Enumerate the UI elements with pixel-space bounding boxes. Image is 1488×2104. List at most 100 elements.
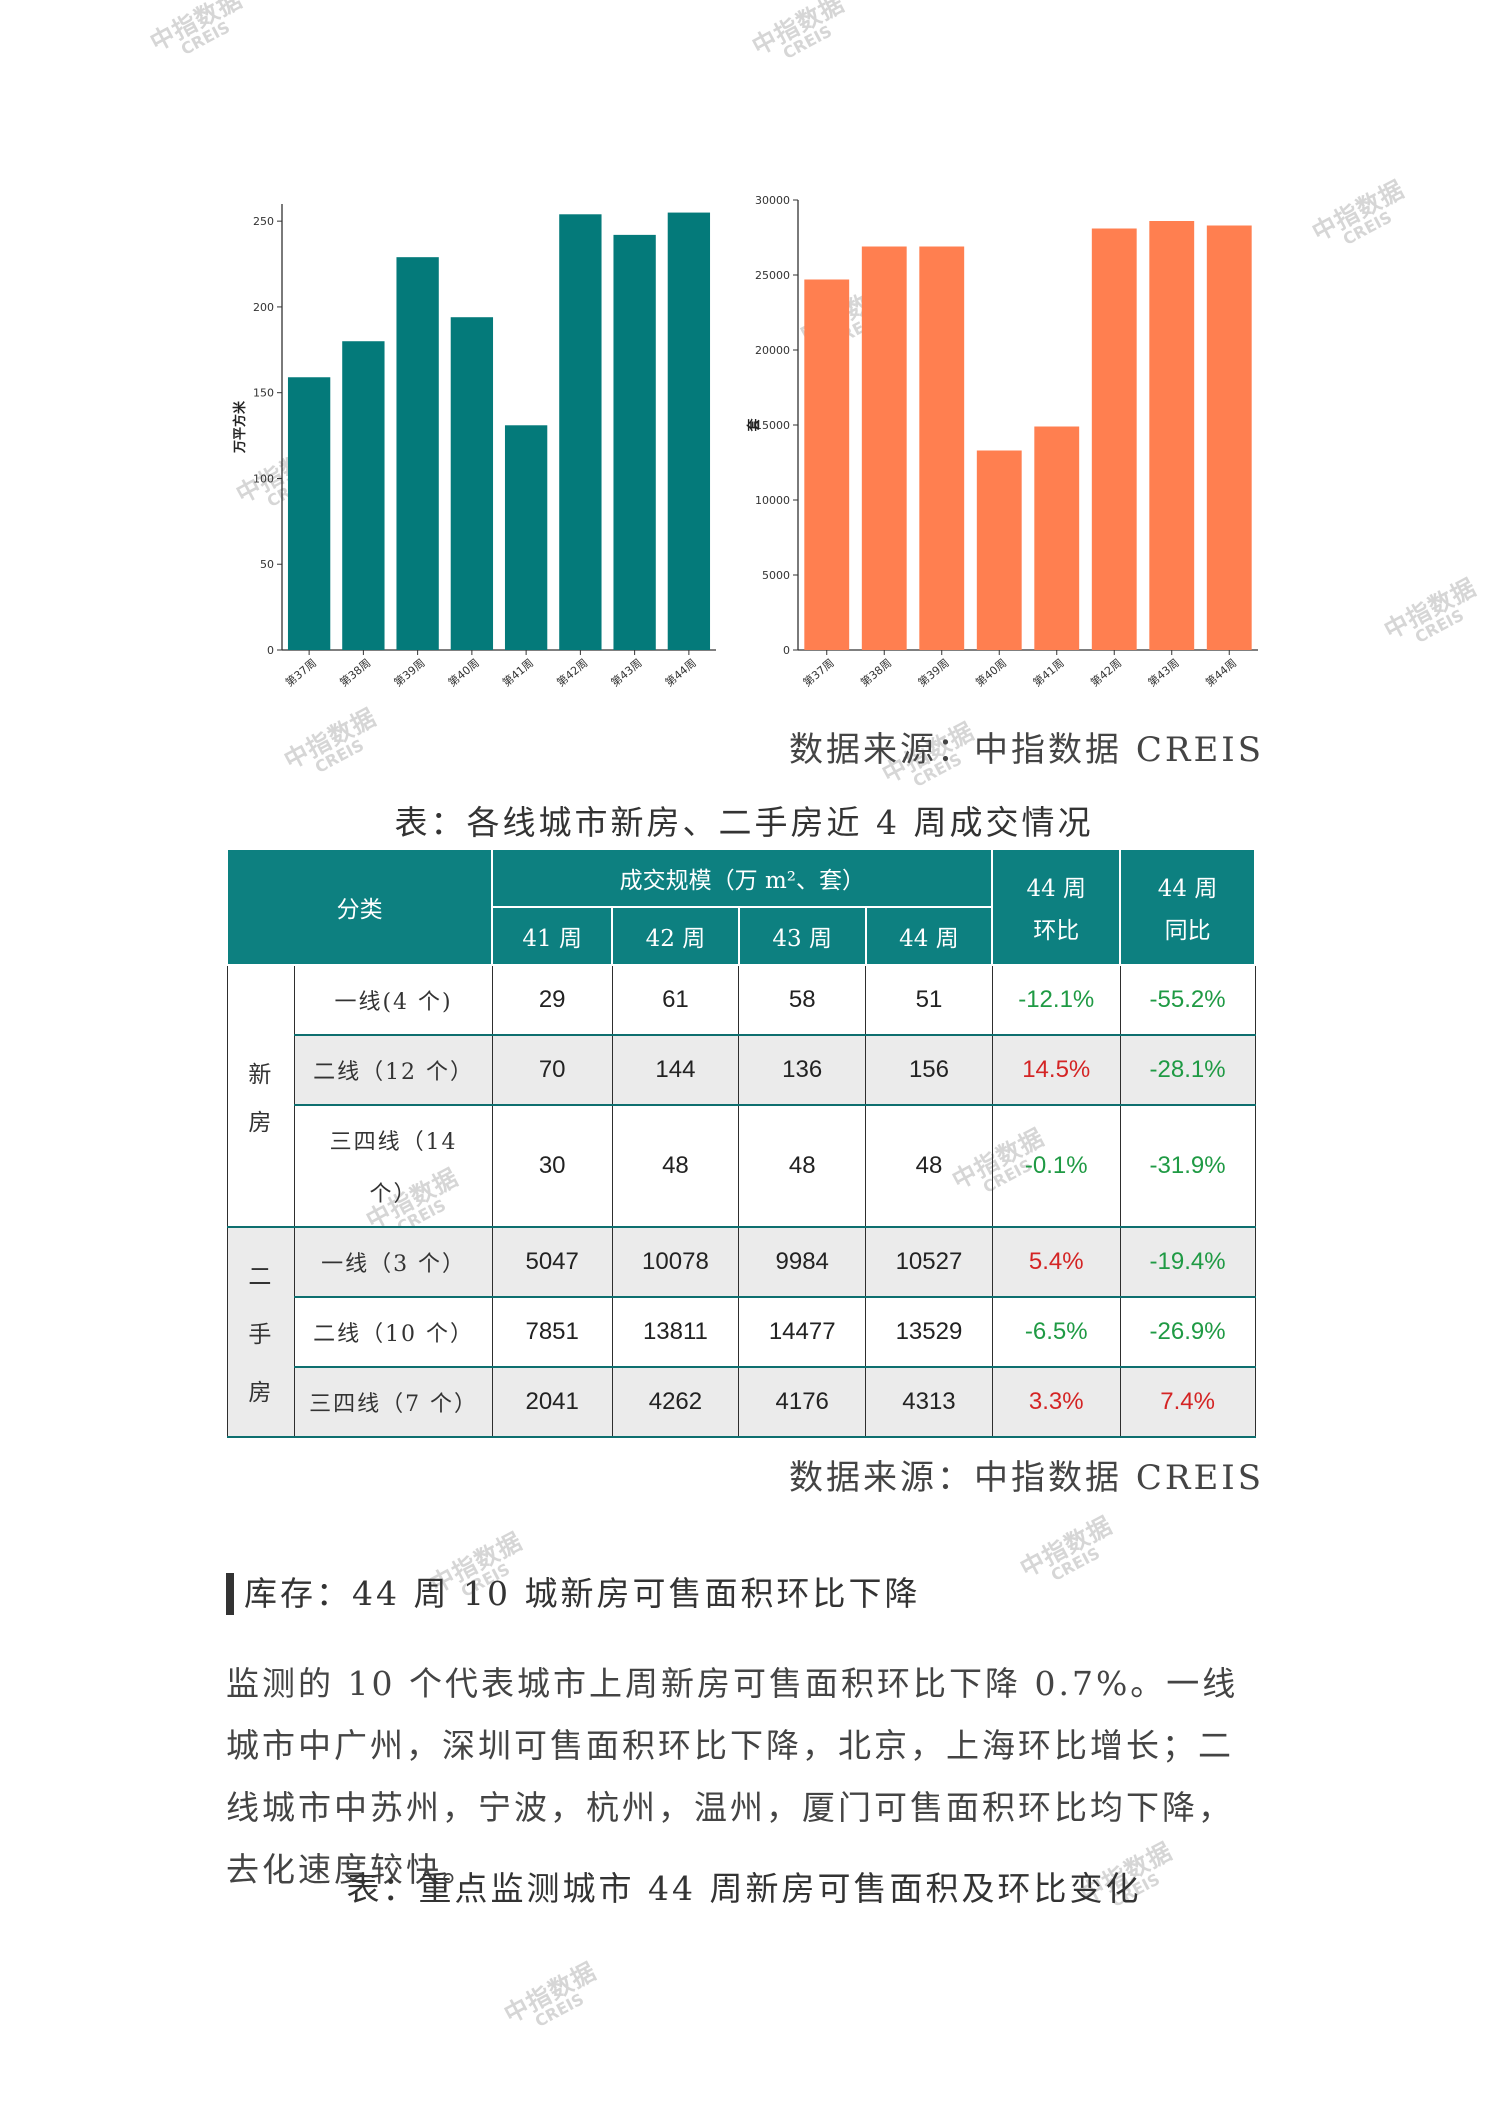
x-tick-label: 第41周	[1030, 656, 1067, 690]
table-row: 二线（10 个） 7851 13811 14477 13529 -6.5% -2…	[227, 1296, 1256, 1368]
header-week: 43 周	[737, 906, 867, 966]
y-tick-label: 10000	[755, 494, 790, 507]
x-tick-label: 第39周	[915, 656, 952, 690]
bar	[667, 212, 711, 651]
row-label: 一线(4 个)	[294, 964, 493, 1036]
y-tick-label: 20000	[755, 344, 790, 357]
x-tick-label: 第37周	[282, 656, 319, 690]
cell-value: 58	[738, 964, 867, 1036]
y-tick-label: 200	[253, 301, 274, 314]
cell-value: 51	[865, 964, 993, 1036]
data-source-note: 数据来源：中指数据 CREIS	[789, 730, 1264, 770]
bar	[919, 246, 965, 650]
header-week: 44 周	[864, 906, 994, 966]
y-axis-label: 万平方米	[232, 400, 248, 454]
cell-yoy: 7.4%	[1119, 1366, 1256, 1438]
bar	[1091, 228, 1137, 650]
x-tick-label: 第42周	[554, 656, 591, 690]
bar	[804, 279, 850, 650]
table-row: 三四线（7 个） 2041 4262 4176 4313 3.3% 7.4%	[227, 1366, 1256, 1438]
header-week: 41 周	[491, 906, 614, 966]
cell-value: 30	[491, 1104, 613, 1228]
cell-wow: 3.3%	[991, 1366, 1121, 1438]
cell-yoy: -31.9%	[1119, 1104, 1256, 1228]
bar	[1149, 221, 1195, 650]
cell-value: 48	[738, 1104, 867, 1228]
bar	[396, 257, 439, 650]
cell-value: 48	[865, 1104, 993, 1228]
y-tick-label: 0	[783, 644, 790, 657]
group-label-resale: 二手房	[226, 1226, 296, 1438]
cell-yoy: -26.9%	[1119, 1296, 1256, 1368]
x-tick-label: 第44周	[662, 656, 699, 690]
cell-value: 13529	[865, 1296, 993, 1368]
header-week: 42 周	[611, 906, 740, 966]
y-tick-label: 15000	[755, 419, 790, 432]
cell-value: 13811	[611, 1296, 740, 1368]
table-row: 二线（12 个） 70 144 136 156 14.5% -28.1%	[227, 1034, 1256, 1106]
cell-value: 7851	[491, 1296, 613, 1368]
bar	[976, 450, 1022, 650]
header-scale: 成交规模（万 m²、套）	[491, 848, 994, 908]
cell-value: 136	[738, 1034, 867, 1106]
bar	[504, 425, 548, 650]
y-tick-label: 25000	[755, 269, 790, 282]
bar-chart-units: 050001000015000200002500030000套第37周 第38周第…	[746, 194, 1258, 690]
cell-wow: -12.1%	[991, 964, 1121, 1036]
cell-value: 144	[611, 1034, 740, 1106]
cell-value: 61	[611, 964, 740, 1036]
chart-units-orange: 0 5000 10000 15000 20000 25000 30000 套第37周 第38周第…	[746, 192, 1266, 708]
table-header-row: 41 周 42 周 43 周 44 周	[227, 906, 1255, 966]
data-source-note: 数据来源：中指数据 CREIS	[789, 1458, 1264, 1498]
bar	[1034, 426, 1080, 650]
x-tick-label: 第40周	[973, 656, 1010, 690]
y-axis-label: 套	[746, 418, 762, 433]
cell-wow: -0.1%	[991, 1104, 1121, 1228]
bar	[342, 341, 385, 650]
y-tick-label: 100	[253, 472, 274, 485]
cell-value: 29	[491, 964, 613, 1036]
header-category: 分类	[225, 848, 494, 966]
table1-caption: 表：各线城市新房、二手房近 4 周成交情况	[394, 803, 1094, 842]
x-tick-label: 第42周	[1088, 656, 1125, 690]
table-row: 新房 一线(4 个) 29 61 58 51 -12.1% -55.2%	[226, 964, 1256, 1228]
header-yoy: 44 周同比	[1119, 848, 1256, 966]
cell-value: 4262	[611, 1366, 740, 1438]
header-wow: 44 周环比	[991, 848, 1122, 966]
bar	[559, 214, 602, 651]
table-header-row: 分类 成交规模（万 m²、套） 44 周环比 44 周同比	[225, 848, 1256, 966]
cell-yoy: -28.1%	[1119, 1034, 1256, 1106]
x-tick-label: 第38周	[337, 656, 374, 690]
cell-value: 156	[865, 1034, 993, 1106]
body-paragraph: 监测的 10 个代表城市上周新房可售面积环比下降 0.7%。一线城市中广州，深圳…	[226, 1664, 1239, 1889]
y-tick-label: 250	[253, 215, 274, 228]
bar	[450, 317, 494, 650]
y-tick-label: 150	[253, 387, 274, 400]
bar-chart-area: 050100150200250万平方米第37周 第38周 第39周 第40周 第41周第…	[232, 204, 716, 690]
group-label-new-homes: 新房	[226, 964, 296, 1228]
cell-value: 14477	[738, 1296, 867, 1368]
x-tick-label: 第39周	[391, 656, 428, 690]
y-tick-label: 30000	[755, 194, 790, 207]
cell-value: 10527	[865, 1226, 993, 1298]
row-label: 二线（10 个）	[294, 1296, 493, 1368]
cell-value: 10078	[611, 1226, 740, 1298]
cell-wow: 14.5%	[991, 1034, 1121, 1106]
cell-value: 5047	[491, 1226, 613, 1298]
cell-value: 48	[611, 1104, 740, 1228]
x-tick-label: 第41周	[499, 656, 536, 690]
cell-value: 2041	[491, 1366, 613, 1438]
cell-wow: 5.4%	[991, 1226, 1121, 1298]
row-label: 三四线（14 个）	[294, 1104, 493, 1228]
x-tick-label: 第40周	[445, 656, 482, 690]
x-tick-label: 第43周	[1145, 656, 1182, 690]
table-row: 二手房 一线（3 个） 5047 10078 9984 10527 5.4% -…	[226, 1226, 1256, 1438]
y-tick-label: 5000	[762, 569, 790, 582]
table-row: 三四线（14 个） 30 48 48 48 -0.1% -31.9%	[227, 1104, 1256, 1228]
